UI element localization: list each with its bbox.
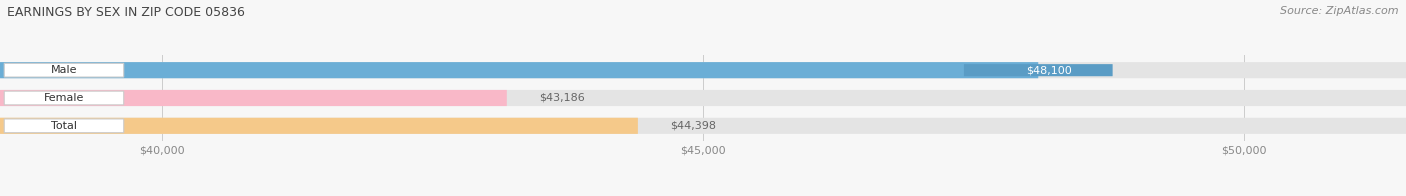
Text: Male: Male [51, 65, 77, 75]
FancyBboxPatch shape [0, 90, 1406, 106]
FancyBboxPatch shape [4, 63, 124, 77]
Text: $48,100: $48,100 [1026, 65, 1071, 75]
FancyBboxPatch shape [965, 64, 1112, 76]
FancyBboxPatch shape [0, 118, 1406, 134]
Text: Female: Female [44, 93, 84, 103]
Text: Source: ZipAtlas.com: Source: ZipAtlas.com [1281, 6, 1399, 16]
Text: EARNINGS BY SEX IN ZIP CODE 05836: EARNINGS BY SEX IN ZIP CODE 05836 [7, 6, 245, 19]
FancyBboxPatch shape [0, 90, 506, 106]
FancyBboxPatch shape [0, 118, 638, 134]
FancyBboxPatch shape [0, 62, 1406, 78]
FancyBboxPatch shape [4, 119, 124, 133]
FancyBboxPatch shape [4, 91, 124, 105]
Text: $44,398: $44,398 [671, 121, 716, 131]
Text: $43,186: $43,186 [540, 93, 585, 103]
Text: Total: Total [51, 121, 77, 131]
FancyBboxPatch shape [0, 62, 1038, 78]
